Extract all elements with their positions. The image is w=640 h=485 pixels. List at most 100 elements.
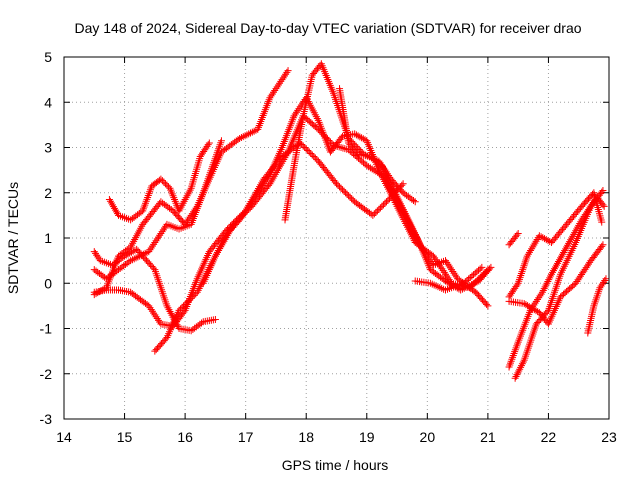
data-point (158, 177, 166, 185)
data-point (358, 157, 366, 165)
plot-frame (63, 56, 610, 420)
data-point (112, 208, 120, 216)
data-point (468, 281, 476, 289)
data-point (294, 106, 302, 114)
data-point (340, 187, 348, 195)
data-point (150, 309, 158, 317)
data-point (457, 286, 465, 294)
data-point (563, 243, 571, 251)
data-point (365, 163, 373, 171)
y-tick-label: 1 (44, 230, 52, 246)
data-point (571, 229, 579, 237)
data-point (333, 180, 340, 188)
data-point (543, 279, 551, 287)
data-point (559, 250, 567, 258)
x-tick-label: 22 (541, 429, 557, 445)
data-point (136, 252, 144, 260)
data-point (267, 92, 275, 100)
data-point (337, 184, 345, 192)
data-point (257, 183, 265, 191)
data-point (574, 223, 582, 231)
data-point (518, 268, 526, 276)
data-point (157, 229, 165, 237)
data-point (536, 292, 544, 300)
data-point (282, 70, 290, 78)
data-point (597, 282, 605, 290)
data-point (549, 267, 557, 275)
data-point (293, 108, 301, 116)
x-tick-label: 14 (56, 429, 72, 445)
data-point (253, 191, 261, 199)
data-point (336, 183, 344, 191)
data-point (148, 242, 156, 250)
y-tick-label: 5 (44, 49, 52, 65)
data-point (160, 178, 168, 186)
data-point (343, 190, 351, 198)
data-point (535, 294, 543, 302)
data-point (154, 316, 162, 324)
data-point (551, 265, 558, 273)
data-point (248, 198, 256, 206)
data-point (433, 258, 441, 266)
data-point (184, 297, 192, 305)
data-point (250, 127, 258, 135)
data-point (378, 202, 386, 210)
data-point (526, 306, 534, 314)
y-tick-label: -1 (40, 321, 53, 337)
data-point (276, 79, 284, 87)
series-track-d (105, 139, 213, 224)
data-point (240, 209, 248, 217)
data-point (334, 181, 342, 189)
data-point (342, 189, 350, 197)
data-point (449, 267, 457, 275)
data-point (521, 258, 529, 266)
data-point (442, 270, 449, 278)
data-point (521, 260, 529, 268)
data-point (145, 302, 153, 310)
data-point (429, 252, 437, 260)
data-point (516, 273, 524, 281)
data-point (369, 211, 377, 219)
data-point (519, 358, 527, 366)
data-point (518, 360, 526, 368)
data-point (555, 258, 563, 266)
data-point (519, 266, 527, 274)
data-point (556, 256, 564, 264)
data-point (531, 299, 539, 307)
data-point (159, 226, 167, 234)
data-point (517, 270, 525, 278)
data-point (443, 258, 451, 266)
data-point (251, 192, 259, 200)
data-point (161, 224, 169, 232)
data-point (517, 362, 525, 370)
data-point (163, 181, 171, 189)
data-point (259, 182, 267, 190)
data-point (442, 257, 449, 265)
x-tick-label: 21 (480, 429, 496, 445)
data-point (93, 251, 101, 259)
x-axis-label: GPS time / hours (282, 457, 389, 473)
data-point (187, 294, 195, 302)
data-point (274, 81, 282, 89)
data-point (205, 139, 213, 147)
data-point (438, 265, 446, 273)
data-point (470, 271, 478, 279)
data-point (439, 267, 447, 275)
data-point (241, 132, 249, 140)
data-point (107, 199, 115, 207)
data-point (484, 302, 492, 310)
data-point (409, 197, 417, 205)
data-point (539, 286, 547, 294)
data-point (242, 207, 250, 215)
data-point (577, 218, 585, 226)
data-point (156, 231, 164, 239)
data-point (513, 281, 521, 289)
data-point (348, 195, 356, 203)
data-point (125, 258, 133, 266)
data-point (514, 369, 522, 377)
data-point (460, 284, 468, 292)
data-point (355, 154, 363, 162)
data-point (473, 268, 481, 276)
